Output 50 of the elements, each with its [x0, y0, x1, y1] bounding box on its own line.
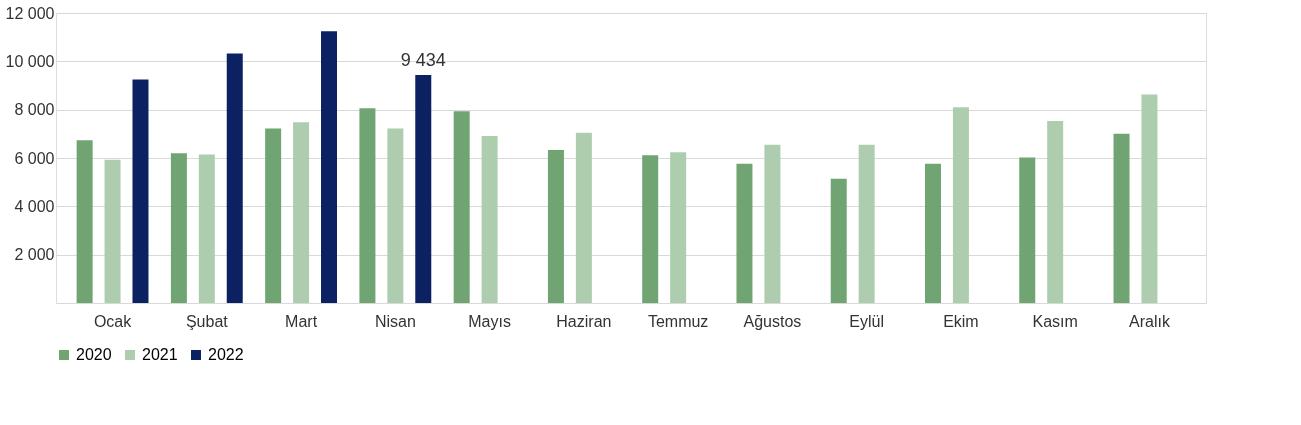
bar [453, 111, 470, 303]
bar [293, 122, 310, 303]
y-tick-label: 10 000 [5, 52, 55, 70]
bar [387, 128, 404, 303]
x-tick-label: Ekim [943, 312, 979, 330]
x-tick-label: Ocak [93, 312, 133, 330]
x-tick-label: Ağustos [743, 312, 802, 330]
bar [736, 163, 753, 303]
y-tick-label: 6 000 [14, 149, 55, 167]
bar [226, 53, 243, 303]
x-tick-label: Mayıs [468, 312, 511, 330]
bar [76, 140, 93, 303]
bar [1019, 157, 1036, 303]
bar [481, 136, 498, 303]
bar [858, 144, 875, 303]
y-tick-label: 4 000 [14, 197, 55, 215]
x-tick-label: Haziran [556, 312, 612, 330]
bar [132, 79, 149, 303]
bar [415, 75, 432, 303]
y-tick-label: 12 000 [5, 4, 55, 22]
bar [670, 152, 687, 303]
bar [575, 132, 592, 303]
bar [547, 150, 564, 303]
bar [104, 159, 121, 303]
bar [359, 108, 376, 303]
bar [764, 144, 781, 303]
bar [198, 154, 215, 303]
x-tick-label: Şubat [185, 312, 229, 330]
y-tick-label: 2 000 [14, 246, 55, 264]
x-tick-label: Eylül [849, 312, 884, 330]
bar [924, 163, 941, 303]
legend-label: 2022 [208, 346, 244, 363]
x-tick-label: Nisan [374, 312, 416, 330]
data-label: 9 434 [400, 50, 446, 71]
x-tick-label: Aralık [1128, 312, 1171, 330]
x-tick-label: Temmuz [647, 312, 709, 330]
y-tick-label: 8 000 [14, 101, 55, 119]
legend-label: 2020 [76, 346, 112, 363]
bar [265, 128, 282, 303]
bar [952, 107, 969, 303]
bar [1113, 133, 1130, 303]
bar [830, 178, 847, 303]
bar [170, 153, 187, 303]
x-tick-label: Mart [285, 312, 318, 330]
x-tick-label: Kasım [1032, 312, 1078, 330]
bar [642, 155, 659, 303]
legend-label: 2021 [142, 346, 178, 363]
bar [1047, 121, 1064, 303]
bar [1141, 94, 1158, 303]
bar [321, 31, 338, 303]
